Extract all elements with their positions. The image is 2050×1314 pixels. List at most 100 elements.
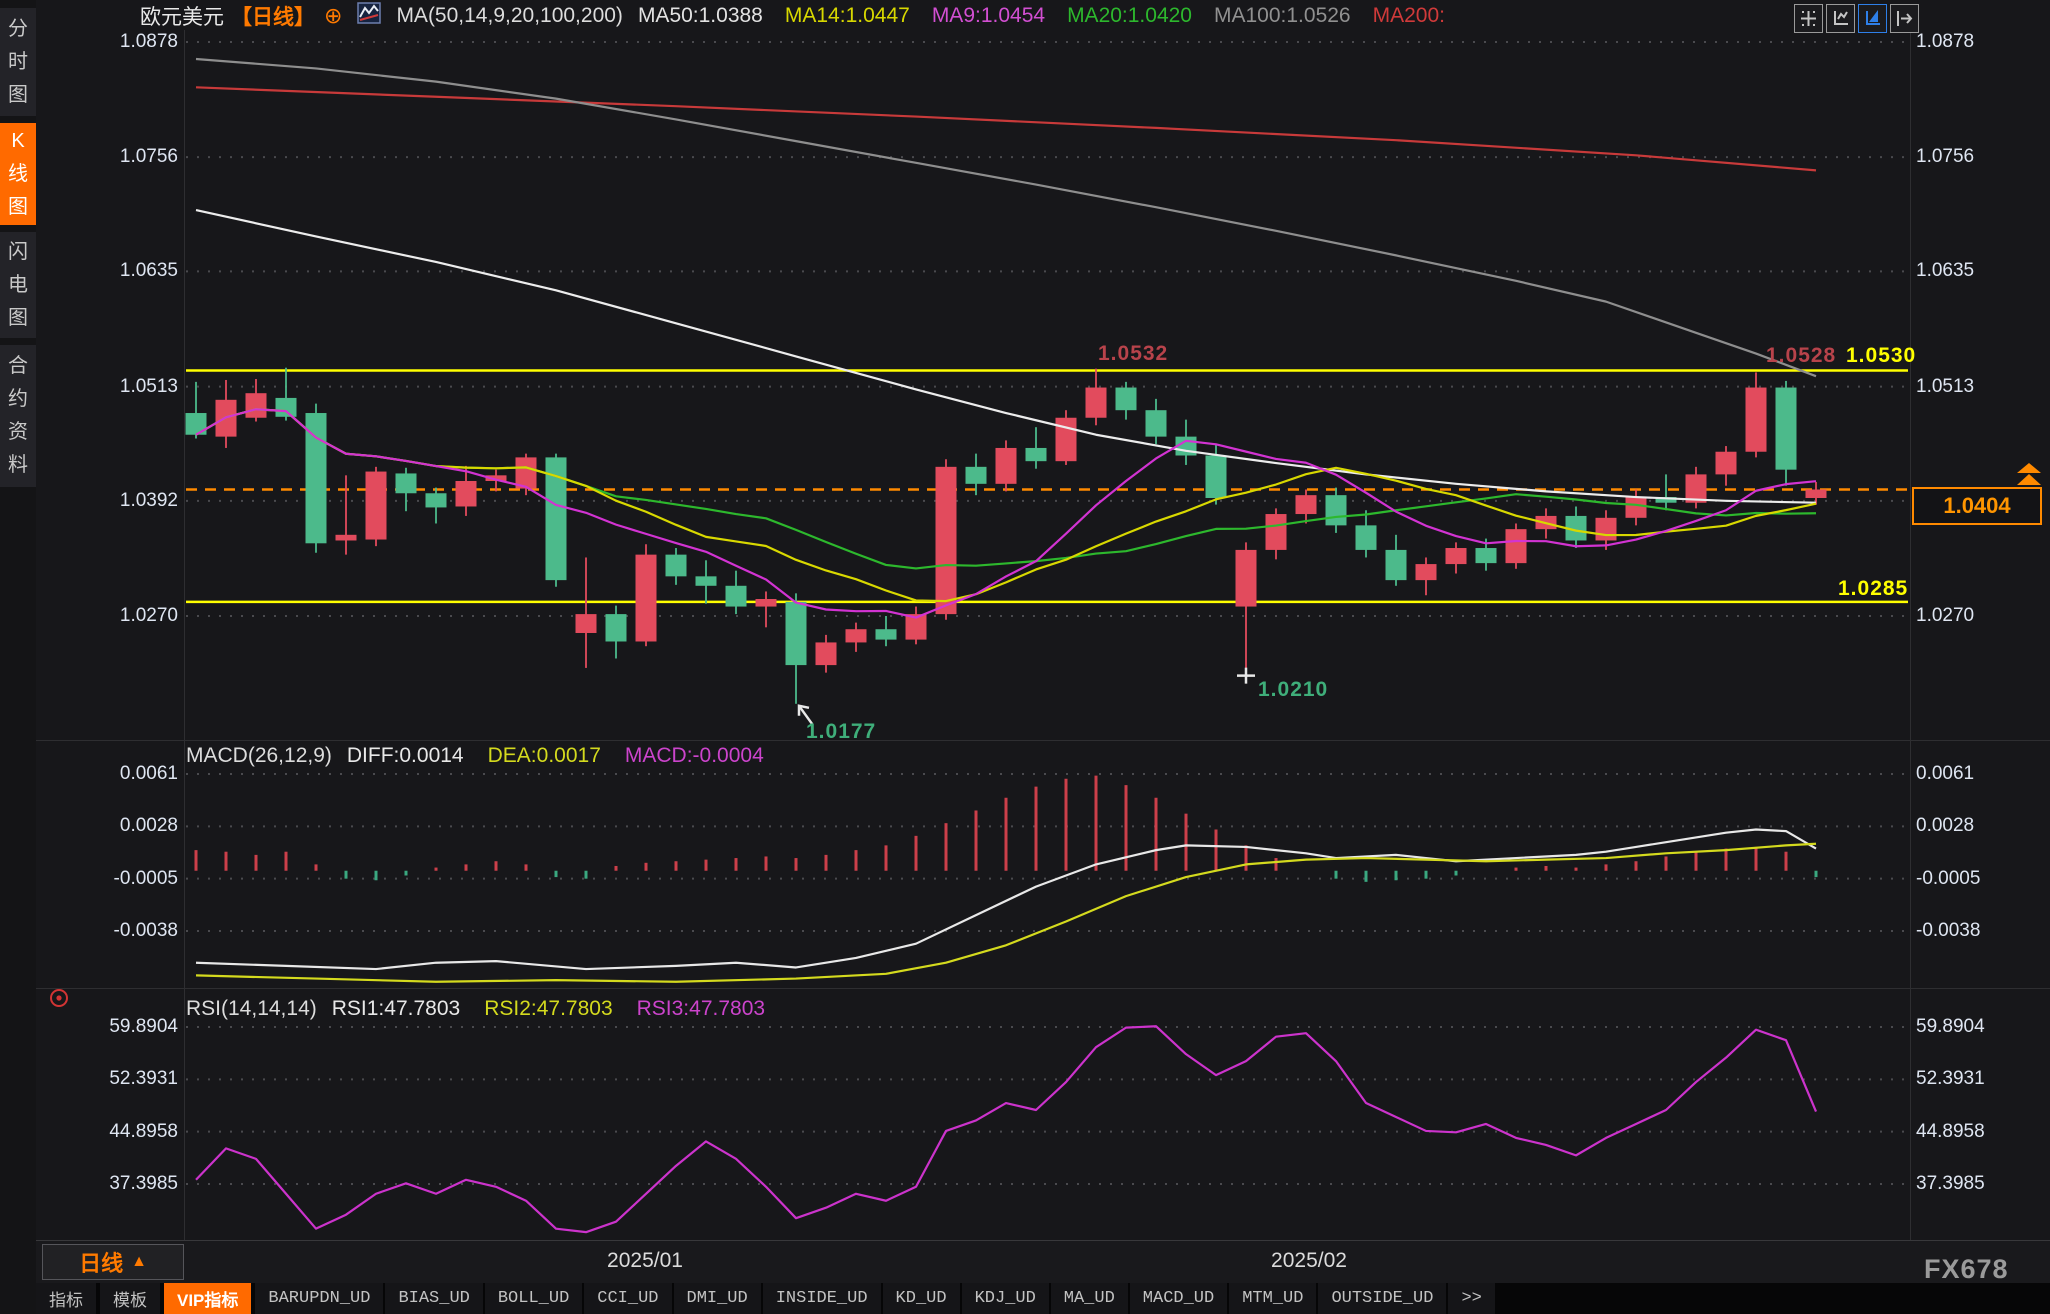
indicator-tab-cciud[interactable]: CCI_UD [584,1283,672,1314]
candle-body[interactable] [1565,515,1587,541]
candle-body[interactable] [1595,517,1617,541]
indicator-tab-insideud[interactable]: INSIDE_UD [762,1283,881,1314]
candle-body[interactable] [455,480,477,507]
indicator-bullet-icon[interactable] [48,987,70,1014]
candle-body[interactable] [935,466,957,615]
candle-body[interactable] [875,629,897,640]
candle-body[interactable] [1475,548,1497,564]
indicator-tab-[interactable]: 指标 [36,1283,96,1314]
candle-body[interactable] [245,393,267,418]
macd-values: DIFF:0.0014 DEA:0.0017 MACD:-0.0004 [347,744,764,768]
rsi-value-label: RSI1:47.7803 [331,997,461,1020]
candle-body[interactable] [1715,451,1737,475]
timeline-bar: 日线 ▲ 2025/01 2025/02 [36,1240,2050,1284]
indicator-tab-[interactable]: 模板 [100,1283,160,1314]
candle-body[interactable] [1625,497,1647,518]
candle-body[interactable] [725,585,747,607]
sidebar-item-1[interactable]: 分时图 [0,8,36,116]
candle-body[interactable] [1235,549,1257,607]
candle-body[interactable] [905,614,927,640]
candle-body[interactable] [845,629,867,643]
indicator-tab-macdud[interactable]: MACD_UD [1129,1283,1228,1314]
candle-body[interactable] [665,554,687,577]
candle-body[interactable] [1115,387,1137,411]
candle-body[interactable] [1685,474,1707,503]
price-annotation: 1.0532 [1098,342,1169,365]
candle-body[interactable] [1265,514,1287,550]
price-axis-label: 0.0061 [119,763,178,784]
indicator-tab-maud[interactable]: MA_UD [1050,1283,1128,1314]
axis-chart-right-icon[interactable] [1858,4,1887,33]
price-axis-label: 44.8958 [109,1120,178,1142]
candle-body[interactable] [1745,387,1767,452]
price-axis-label: 44.8958 [1916,1120,1985,1142]
indicator-tab-barupdnud[interactable]: BARUPDN_UD [255,1283,384,1314]
indicator-tab-kdud[interactable]: KD_UD [882,1283,960,1314]
sidebar-item-3[interactable]: 闪电图 [0,232,36,338]
candle-body[interactable] [815,642,837,666]
candle-body[interactable] [1505,529,1527,564]
candle-body[interactable] [1355,525,1377,550]
candle-body[interactable] [1385,549,1407,581]
candle-body[interactable] [425,493,447,508]
indicator-tab-biasud[interactable]: BIAS_UD [385,1283,483,1314]
indicator-tab-[interactable]: >> [1448,1283,1495,1314]
candle-body[interactable] [1775,387,1797,470]
price-axis-label: 52.3931 [1916,1068,1985,1090]
indicator-tab-vip[interactable]: VIP指标 [164,1283,252,1314]
indicator-tab-outsideud[interactable]: OUTSIDE_UD [1318,1283,1447,1314]
indicator-tab-bollud[interactable]: BOLL_UD [484,1283,583,1314]
indicator-tab-dmiud[interactable]: DMI_UD [673,1283,761,1314]
candle-body[interactable] [1805,489,1827,498]
candle-body[interactable] [1325,495,1347,526]
date-axis-label: 2025/02 [1271,1249,1347,1272]
grid-crosshair-icon[interactable] [1794,4,1823,33]
period-selector[interactable]: 日线 ▲ [42,1244,184,1280]
candle-body[interactable] [755,599,777,607]
candle-body[interactable] [365,471,387,540]
candle-body[interactable] [1025,447,1047,462]
indicator-tab-kdjud[interactable]: KDJ_UD [961,1283,1049,1314]
sidebar-item-char: 约 [8,388,28,410]
candle-body[interactable] [335,534,357,541]
candle-body[interactable] [575,614,597,633]
ma-value-label: MA50:1.0388 [637,4,763,27]
ma-value-label: MA20:1.0420 [1067,4,1192,27]
candle-body[interactable] [965,466,987,484]
candle-body[interactable] [275,397,297,417]
candle-body[interactable] [785,601,807,666]
candle-body[interactable] [1145,410,1167,437]
candle-body[interactable] [395,473,417,494]
add-indicator-icon[interactable]: ⊕ [324,3,343,28]
candle-body[interactable] [995,447,1017,484]
candle-body[interactable] [605,614,627,642]
candle-body[interactable] [305,413,327,544]
candle-body[interactable] [1205,455,1227,498]
candle-body[interactable] [695,576,717,586]
pan-right-icon[interactable] [1890,4,1919,33]
price-axis-label: 59.8904 [109,1016,178,1037]
chart-toolbar [1794,4,1919,33]
candle-body[interactable] [1655,497,1677,503]
sidebar-item-char: 图 [8,306,28,329]
rsi-panel-divider [36,988,2050,989]
candle-body[interactable] [1055,417,1077,462]
candle-body[interactable] [1085,387,1107,418]
candle-body[interactable] [1415,564,1437,581]
candle-body[interactable] [515,457,537,489]
candle-body[interactable] [185,413,207,435]
ma-line-MA9 [195,408,1817,619]
sidebar-item-4[interactable]: 合约资料 [0,345,36,487]
axis-chart-left-icon[interactable] [1826,4,1855,33]
candle-body[interactable] [545,457,567,581]
candle-body[interactable] [1445,548,1467,565]
low-arrow-marker [797,704,810,716]
rsi-title: RSI(14,14,14) [186,997,317,1020]
candle-body[interactable] [1295,495,1317,515]
price-axis-label: 37.3985 [1916,1173,1985,1194]
candle-body[interactable] [635,554,657,642]
indicator-tab-mtmud[interactable]: MTM_UD [1229,1283,1317,1314]
candle-body[interactable] [485,475,507,481]
